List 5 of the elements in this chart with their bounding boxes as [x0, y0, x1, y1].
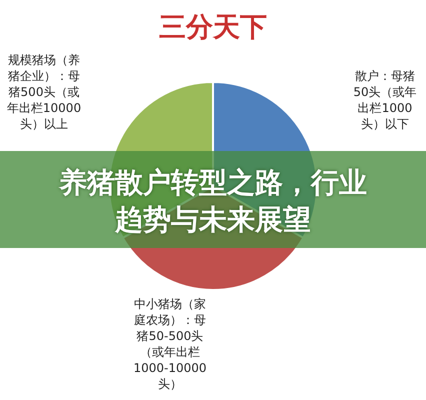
slice-label: 中小猪场（家庭农场）：母猪50-500头（或年出栏1000-10000头） [132, 296, 208, 392]
slice-label: 散户：母猪50头（或年出栏1000头）以下 [352, 68, 418, 132]
text: 养猪散户转型之路，行业趋势与未来展望 [58, 165, 368, 238]
chart-title: 三分天下 [159, 12, 267, 43]
slice-label: 规模猪场（养猪企业）：母猪500头（或年出栏10000头）以上 [6, 52, 82, 132]
